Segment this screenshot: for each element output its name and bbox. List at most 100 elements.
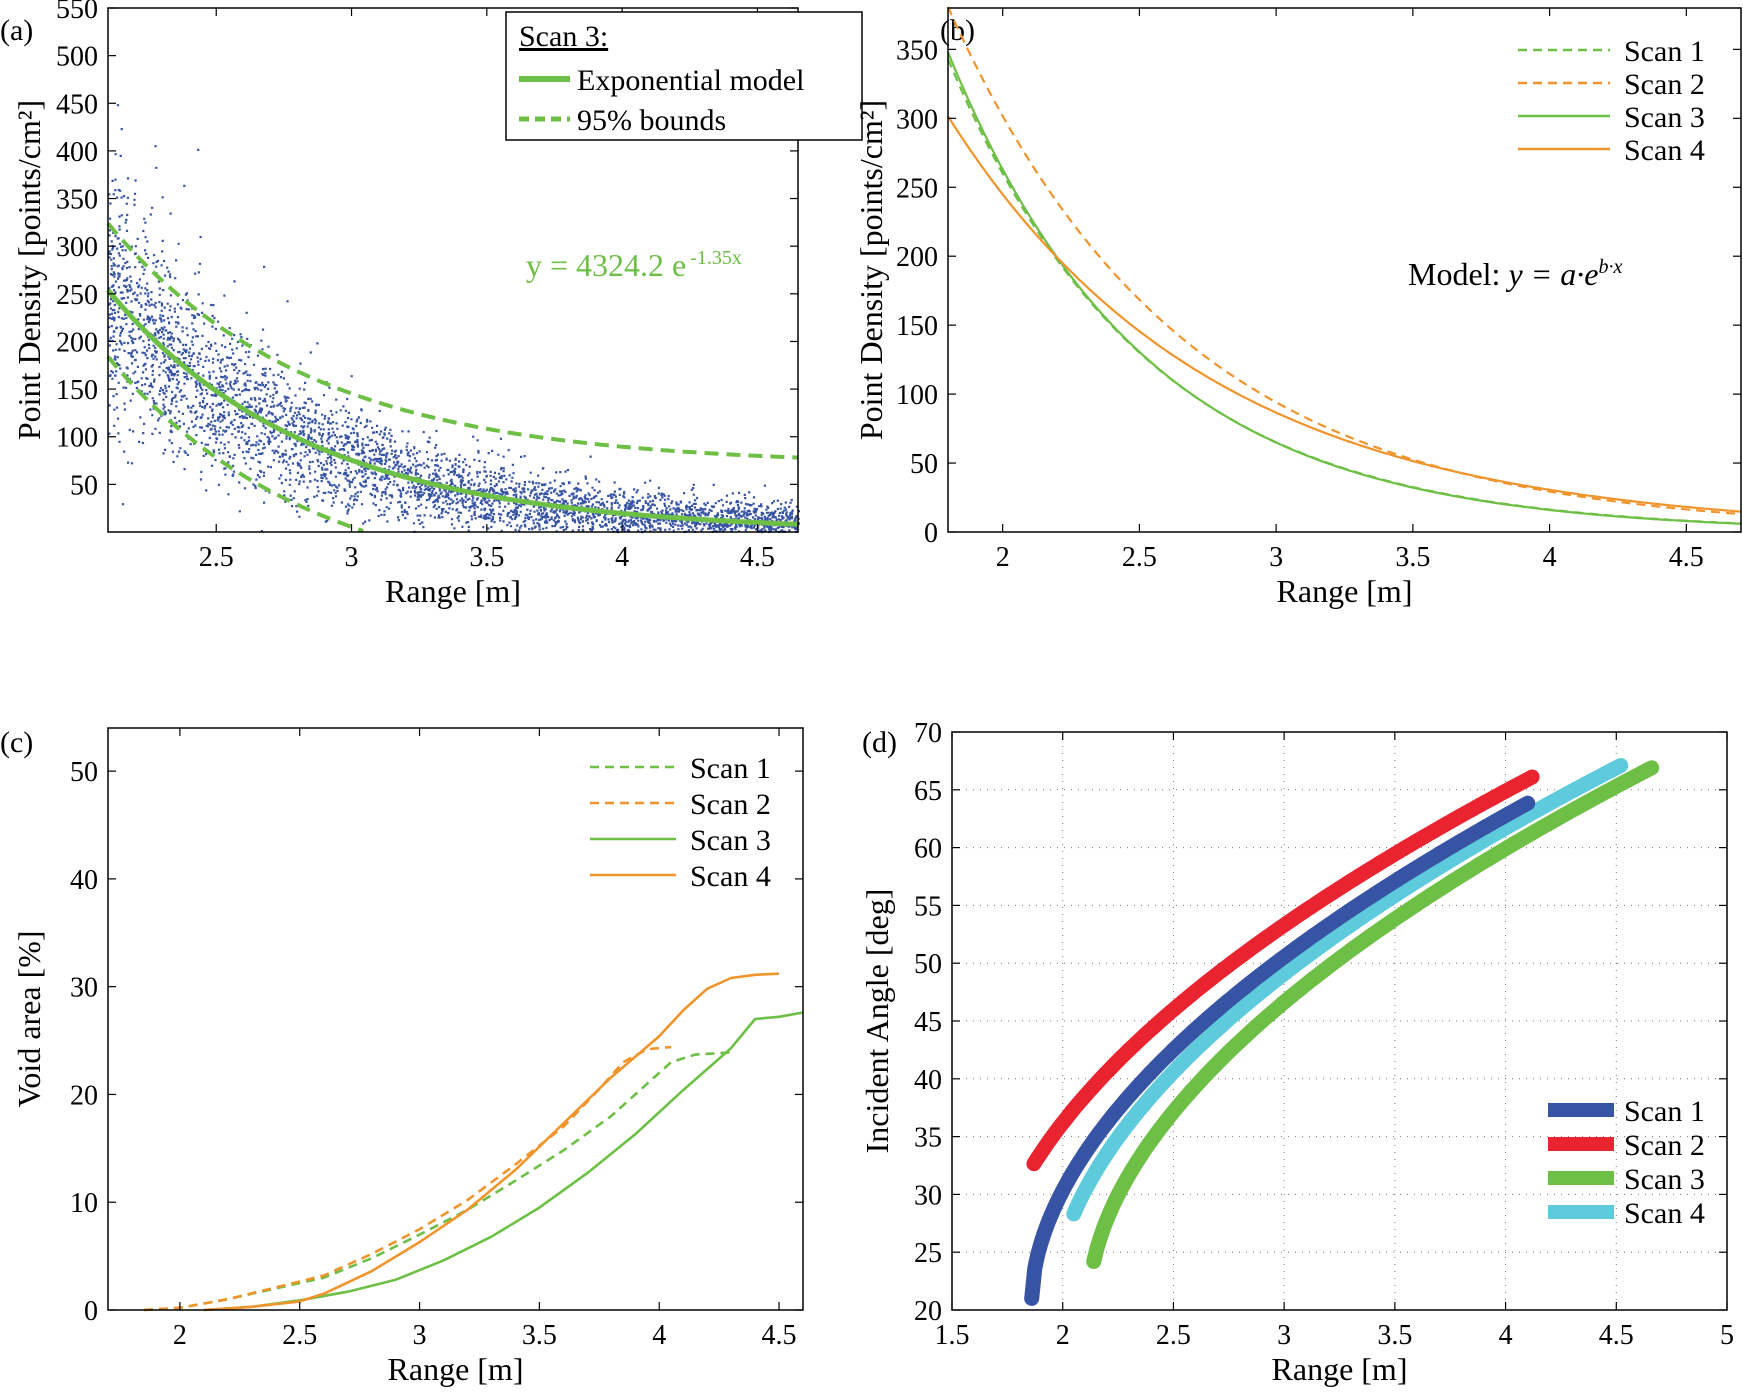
panel-d-xtick-label: 3.5 (1377, 1320, 1412, 1351)
panel-b-model-exponent: b·x (1598, 256, 1622, 278)
panel-b-ytick-label: 350 (896, 35, 938, 66)
panel-a-xtick-label: 4 (615, 542, 629, 573)
panel-d-ytick-label: 45 (914, 1007, 942, 1038)
panel-d-band-2 (1026, 769, 1540, 1172)
panel-d-xtick-label: 2 (1056, 1320, 1070, 1351)
panel-c-ytick-label: 20 (70, 1080, 98, 1111)
panel-b-series-3 (946, 51, 1742, 525)
panel-b-legend-label: Scan 2 (1624, 68, 1705, 101)
panel-d-ylabel: Incident Angle [deg] (859, 889, 895, 1154)
panel-a-xtick-label: 2.5 (199, 542, 234, 573)
panel-b: (b) 2 2.5 3 3.5 4 4.5 0 50 100 150 200 250 300 350 Ra… (853, 6, 1742, 609)
panel-d-band-4 (1066, 758, 1629, 1222)
panel-a-upper-bound (106, 222, 799, 460)
panel-a-scatter-points (108, 104, 800, 534)
panel-c-series-3 (203, 1011, 804, 1312)
panel-d-band-1 (1024, 795, 1536, 1306)
panel-b-series-4 (947, 115, 1742, 513)
panel-d-ytick-label: 25 (914, 1238, 942, 1269)
panel-c-ytick-label: 50 (70, 757, 98, 788)
panel-b-xtick-label: 3 (1269, 542, 1283, 573)
panel-b-model-annotation: Model: y = a·eb·x (1408, 256, 1622, 292)
panel-c-ytick-label: 10 (70, 1188, 98, 1219)
panel-c-xtick-label: 3.5 (522, 1320, 557, 1351)
panel-a-legend-model-label: Exponential model (577, 64, 804, 97)
panel-c-ytick-label: 0 (84, 1296, 98, 1327)
panel-a-axes-box (107, 7, 799, 533)
panel-a-ytick-label: 400 (56, 137, 98, 168)
panel-b-label: (b) (940, 14, 975, 47)
panel-a-xtick-label: 3.5 (469, 542, 504, 573)
panel-d-xlabel: Range [m] (1272, 1351, 1408, 1387)
panel-a-lower-bound (106, 355, 364, 533)
panel-d-legend-swatch (1548, 1171, 1614, 1185)
panel-b-ytick-label: 100 (896, 380, 938, 411)
panel-a-ytick-label: 50 (70, 470, 98, 501)
panel-d-label: (d) (862, 726, 897, 759)
panel-d-ytick-label: 60 (914, 834, 942, 865)
panel-d-legend-label: Scan 2 (1624, 1129, 1705, 1162)
panel-d-xtick-label: 1.5 (935, 1320, 970, 1351)
panel-d-ytick-label: 20 (914, 1296, 942, 1327)
panel-b-axes-box (947, 7, 1742, 533)
panel-b-lines (946, 6, 1742, 525)
panel-a-xlabel: Range [m] (385, 573, 521, 609)
panel-a-ytick-label: 150 (56, 375, 98, 406)
panel-d-bands (1024, 758, 1660, 1306)
panel-c-ticks: 2 2.5 3 3.5 4 4.5 0 10 20 30 40 50 (70, 728, 803, 1351)
panel-a-xtick-label: 3 (345, 542, 359, 573)
panel-b-ytick-label: 150 (896, 311, 938, 342)
panel-a-legend-title: Scan 3: (519, 20, 608, 53)
panel-b-ylabel: Point Density [points/cm²] (853, 100, 889, 440)
panel-b-ticks: 2 2.5 3 3.5 4 4.5 0 50 100 150 200 250 300 350 (896, 8, 1741, 573)
panel-a-ytick-label: 100 (56, 423, 98, 454)
panel-d-ytick-label: 70 (914, 718, 942, 749)
panel-d-legend-swatch (1548, 1205, 1614, 1219)
panel-b-xtick-label: 2.5 (1122, 542, 1157, 573)
panel-c-xlabel: Range [m] (388, 1351, 524, 1387)
panel-a-ytick-label: 300 (56, 232, 98, 263)
panel-c-ylabel: Void area [%] (11, 930, 47, 1107)
panel-b-model-formula: y = a·e (1505, 256, 1598, 292)
panel-d-ytick-label: 50 (914, 949, 942, 980)
panel-c-series-1 (143, 1051, 732, 1312)
panel-c-ytick-label: 40 (70, 865, 98, 896)
panel-b-ytick-label: 300 (896, 104, 938, 135)
panel-a-equation: y = 4324.2 e -1.35x (526, 247, 742, 283)
panel-c-xtick-label: 3 (413, 1320, 427, 1351)
panel-d-ytick-label: 35 (914, 1123, 942, 1154)
panel-b-series-2 (946, 6, 1742, 516)
panel-d-ytick-label: 30 (914, 1180, 942, 1211)
panel-b-model-prefix: Model: (1408, 256, 1508, 292)
panel-b-ytick-label: 250 (896, 173, 938, 204)
panel-c-xtick-label: 2 (173, 1320, 187, 1351)
panel-a-legend: Scan 3: Exponential model 95% bounds (505, 11, 863, 141)
panel-c-label: (c) (0, 726, 33, 759)
panel-b-legend-label: Scan 4 (1624, 134, 1705, 167)
panel-b-ytick-label: 0 (924, 518, 938, 549)
panel-a-ytick-label: 450 (56, 89, 98, 120)
panel-c-axes-box (107, 727, 804, 1311)
panel-a-ytick-label: 200 (56, 327, 98, 358)
panel-d-grid (951, 731, 1728, 1311)
panel-a-ytick-label: 250 (56, 280, 98, 311)
panel-a-equation-exponent: -1.35x (690, 247, 742, 269)
panel-c-legend-label: Scan 2 (690, 788, 771, 821)
panel-d-xtick-label: 4.5 (1599, 1320, 1634, 1351)
panel-c: (c) 2 2.5 3 3.5 4 4.5 0 10 20 30 40 50 Range [m] Vo… (0, 726, 804, 1387)
panel-a: (a) 2.5 3 3.5 4 4.5 50 100 150 200 250 300 350 400 45… (0, 0, 863, 609)
panel-c-series-4 (203, 972, 780, 1312)
panel-b-xtick-label: 2 (996, 542, 1010, 573)
panel-a-label: (a) (0, 14, 33, 47)
panel-b-legend-label: Scan 1 (1624, 35, 1705, 68)
panel-d-xtick-label: 4 (1499, 1320, 1513, 1351)
panel-d-xtick-label: 2.5 (1156, 1320, 1191, 1351)
panel-b-xlabel: Range [m] (1277, 573, 1413, 609)
panel-c-lines (143, 972, 804, 1312)
panel-b-series-1 (946, 58, 1742, 525)
panel-c-legend-label: Scan 4 (690, 860, 771, 893)
panel-d-ytick-label: 55 (914, 891, 942, 922)
panel-b-xtick-label: 3.5 (1395, 542, 1430, 573)
